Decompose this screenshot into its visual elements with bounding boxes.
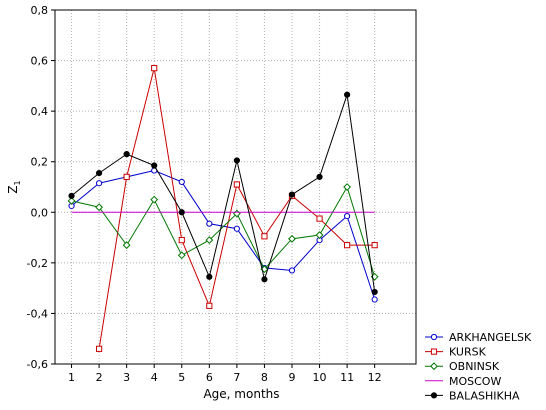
data-point-kursk — [344, 242, 351, 249]
y-axis-ticks: -0,6 -0,4 -0,2 0,0 0,2 0,4 0,6 0,8 — [27, 4, 55, 371]
data-point-balashikha — [344, 91, 351, 98]
legend-label: ARKHANGELSK — [449, 331, 532, 344]
data-point-kursk — [178, 237, 185, 244]
x-tick-label: 2 — [96, 371, 103, 384]
legend-swatch-marker — [430, 348, 438, 355]
data-point-obninsk — [122, 241, 131, 250]
x-tick-label: 11 — [340, 371, 354, 384]
x-tick-label: 6 — [206, 371, 213, 384]
y-tick-label: 0,2 — [31, 156, 49, 169]
legend-item-moscow: MOSCOW — [425, 375, 501, 388]
data-point-obninsk — [205, 236, 214, 245]
legend-swatch-marker — [430, 333, 438, 341]
x-axis-ticks: 1 2 3 4 5 6 7 8 9 10 11 12 — [68, 364, 382, 384]
x-tick-label: 5 — [178, 371, 185, 384]
data-point-kursk — [371, 242, 378, 249]
data-point-arkhangelsk — [371, 296, 378, 303]
data-point-kursk — [123, 173, 130, 180]
data-point-balashikha — [371, 288, 378, 296]
data-point-kursk — [261, 233, 268, 240]
data-point-balashikha — [95, 169, 103, 177]
data-point-balashikha — [178, 209, 185, 216]
legend-item-kursk: KURSK — [425, 346, 487, 359]
data-point-kursk — [95, 345, 103, 352]
legend-label: OBNINSK — [449, 360, 500, 373]
legend-item-arkhangelsk: ARKHANGELSK — [425, 331, 532, 344]
x-tick-label: 10 — [313, 371, 327, 384]
data-point-arkhangelsk — [178, 178, 185, 186]
data-point-balashikha — [288, 191, 296, 198]
data-point-balashikha — [316, 173, 323, 180]
series-layer — [67, 65, 379, 352]
data-point-arkhangelsk — [95, 180, 103, 187]
series-balashikha — [68, 91, 378, 296]
data-point-arkhangelsk — [344, 212, 351, 220]
y-tick-label: 0,8 — [31, 4, 49, 17]
data-point-arkhangelsk — [288, 267, 296, 274]
series-kursk — [95, 65, 378, 352]
data-point-balashikha — [68, 192, 75, 199]
series-obninsk — [67, 183, 379, 281]
series-line-balashikha — [71, 94, 376, 293]
y-tick-label: -0,2 — [27, 257, 48, 270]
legend-label: KURSK — [449, 346, 487, 359]
y-tick-label: 0,6 — [31, 55, 49, 68]
y-axis-title-main: Z — [6, 185, 20, 193]
data-point-obninsk — [95, 203, 103, 212]
data-point-balashikha — [233, 157, 240, 164]
y-tick-label: 0,4 — [31, 105, 49, 118]
x-tick-label: 8 — [261, 371, 268, 384]
y-tick-label: -0,6 — [27, 358, 48, 371]
x-tick-label: 12 — [368, 371, 382, 384]
data-point-balashikha — [151, 162, 158, 169]
x-tick-label: 7 — [233, 371, 240, 384]
data-point-arkhangelsk — [233, 225, 240, 232]
x-tick-label: 4 — [151, 371, 158, 384]
data-point-balashikha — [261, 276, 268, 283]
x-tick-label: 3 — [123, 371, 130, 384]
x-axis-title: Age, months — [203, 387, 279, 401]
legend-label: BALASHIKHA — [449, 389, 520, 402]
data-point-obninsk — [288, 234, 296, 243]
data-point-balashikha — [123, 151, 130, 158]
y-axis-title: Z1 — [6, 180, 22, 193]
data-point-kursk — [151, 65, 158, 72]
data-point-obninsk — [67, 197, 76, 205]
series-line-obninsk — [71, 185, 376, 277]
data-point-obninsk — [343, 183, 352, 191]
legend-item-obninsk: OBNINSK — [425, 360, 500, 373]
data-point-arkhangelsk — [206, 220, 213, 227]
legend-swatch-marker — [430, 392, 438, 399]
data-point-obninsk — [315, 231, 324, 239]
legend-swatch-marker — [430, 362, 438, 371]
x-tick-label: 1 — [68, 371, 75, 384]
y-tick-label: 0,0 — [31, 206, 49, 219]
data-point-obninsk — [150, 195, 159, 204]
data-point-kursk — [316, 215, 323, 222]
data-point-kursk — [206, 302, 213, 309]
legend-item-balashikha: BALASHIKHA — [425, 389, 520, 402]
plot-frame — [54, 9, 417, 365]
y-axis-title-subscript: 1 — [13, 180, 22, 185]
x-tick-label: 9 — [288, 371, 295, 384]
y-tick-label: -0,4 — [27, 307, 48, 320]
data-point-balashikha — [206, 273, 213, 280]
data-point-obninsk — [177, 251, 186, 260]
data-point-kursk — [233, 181, 240, 188]
legend-label: MOSCOW — [449, 375, 501, 388]
